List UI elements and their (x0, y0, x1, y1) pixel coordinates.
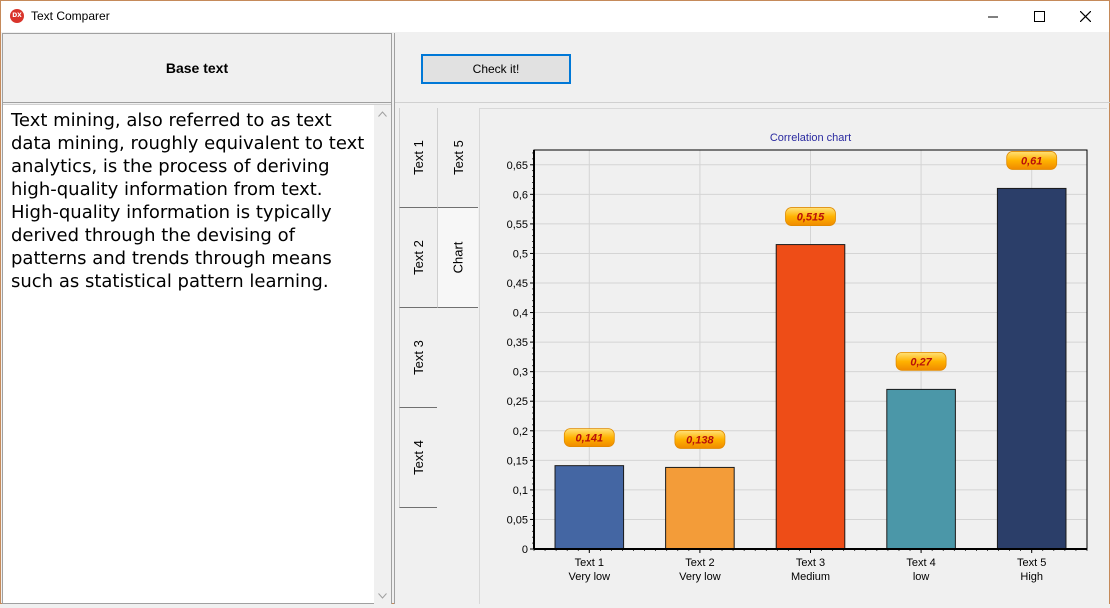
tab-label: Text 4 (411, 440, 426, 475)
value-label-badge (563, 428, 615, 448)
chart-panel: Correlation chart 0 0,05 0,1 0,15 0,2 0,25 0,3 0… (479, 108, 1107, 604)
scroll-up-icon[interactable] (374, 105, 391, 122)
base-text-panel: Base text Text mining, also referred to … (2, 33, 392, 604)
bar (775, 244, 846, 550)
tab-text-5[interactable]: Text 5 (437, 108, 478, 208)
minimize-icon (988, 16, 998, 17)
app-icon: DX (10, 9, 24, 23)
results-panel: Check it! Text 1 Text 2 Text 3 Text 4 Te… (394, 33, 1110, 604)
maximize-button[interactable] (1016, 1, 1062, 32)
close-icon (1079, 11, 1091, 22)
value-label-badge (674, 430, 726, 449)
x-tick-sublabel: High (1020, 571, 1043, 583)
y-tick-label: 0,2 (513, 426, 528, 438)
chart-title: Correlation chart (770, 132, 851, 144)
x-tick-sublabel: Very low (679, 571, 721, 583)
base-text-content: Text mining, also referred to as text da… (11, 110, 365, 292)
value-label-badge (785, 207, 836, 226)
y-tick-label: 0,3 (513, 367, 528, 379)
bar (996, 187, 1067, 550)
window-title: Text Comparer (31, 9, 110, 23)
tab-control: Text 1 Text 2 Text 3 Text 4 Text 5 Chart… (395, 104, 1110, 604)
x-tick-label: Text 2 (685, 557, 714, 569)
tab-label: Text 5 (450, 140, 466, 175)
y-tick-label: 0,55 (507, 219, 528, 231)
y-tick-label: 0,5 (513, 248, 528, 260)
bar (665, 466, 735, 550)
scroll-down-icon[interactable] (374, 587, 391, 604)
y-tick-label: 0,1 (513, 485, 528, 497)
minimize-button[interactable] (970, 1, 1016, 32)
base-text-header: Base text (3, 34, 391, 103)
vertical-scrollbar[interactable] (374, 105, 391, 604)
tab-label: Text 1 (411, 140, 426, 175)
value-label: 0,515 (797, 212, 825, 224)
value-label: 0,61 (1021, 155, 1042, 167)
x-tick-label: Text 4 (906, 557, 935, 569)
value-label: 0,141 (576, 433, 604, 445)
tab-label: Text 3 (411, 340, 426, 375)
y-tick-label: 0 (522, 544, 528, 556)
tab-text-2[interactable]: Text 2 (399, 208, 437, 308)
tab-text-1[interactable]: Text 1 (399, 108, 437, 208)
tab-label: Chart (450, 241, 466, 274)
tab-text-4[interactable]: Text 4 (399, 408, 437, 508)
value-label: 0,27 (910, 356, 932, 368)
x-tick-sublabel: low (913, 571, 930, 583)
x-tick-sublabel: Medium (791, 571, 830, 583)
value-label-badge (1006, 151, 1058, 170)
y-tick-label: 0,6 (513, 189, 528, 201)
tab-label: Text 2 (411, 240, 426, 275)
tab-chart[interactable]: Chart (437, 208, 478, 308)
value-label-badge (895, 351, 947, 371)
y-tick-label: 0,65 (507, 160, 528, 172)
bar (554, 465, 625, 550)
tab-text-3[interactable]: Text 3 (399, 308, 437, 408)
base-text-area[interactable]: Text mining, also referred to as text da… (3, 104, 391, 604)
value-label: 0,138 (686, 434, 714, 446)
y-tick-label: 0,45 (507, 278, 528, 290)
check-it-button[interactable]: Check it! (421, 54, 571, 84)
correlation-chart: Correlation chart 0 0,05 0,1 0,15 0,2 0,25 0,3 0… (507, 132, 1088, 583)
y-tick-label: 0,35 (507, 337, 528, 349)
maximize-icon (1033, 11, 1045, 22)
bar (886, 388, 956, 550)
close-button[interactable] (1062, 1, 1108, 32)
x-tick-sublabel: Very low (569, 571, 611, 583)
title-bar[interactable]: DX Text Comparer (1, 1, 1109, 32)
y-tick-label: 0,25 (507, 396, 528, 408)
x-tick-label: Text 1 (575, 557, 604, 569)
y-tick-label: 0,15 (507, 455, 528, 467)
x-tick-label: Text 5 (1017, 557, 1046, 569)
x-tick-label: Text 3 (796, 557, 825, 569)
y-tick-label: 0,05 (507, 514, 528, 526)
toolbar: Check it! (395, 33, 1110, 103)
y-tick-label: 0,4 (513, 308, 528, 320)
